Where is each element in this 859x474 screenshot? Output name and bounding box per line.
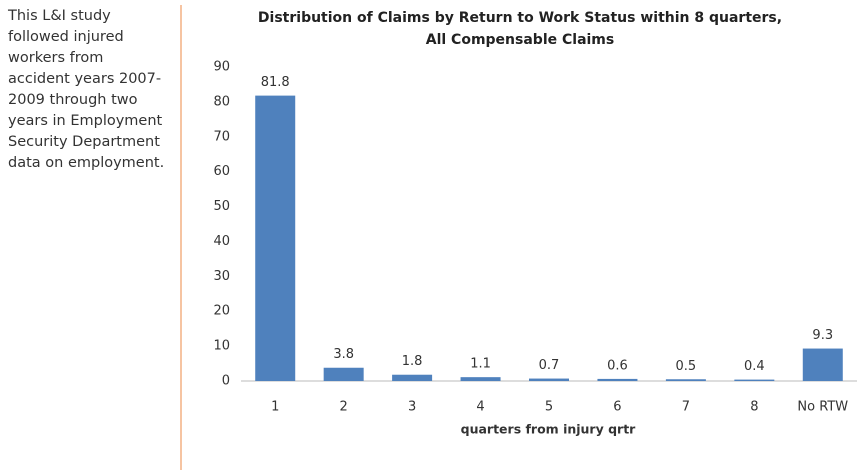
x-tick-label: 1 [271,400,279,415]
data-label: 9.3 [812,328,833,343]
note-line: Security Department [8,134,160,150]
bar [597,378,638,381]
note-line: This L&I study [7,8,111,24]
bar [802,348,843,381]
x-tick-label: 5 [545,400,553,415]
y-tick-label: 50 [213,199,230,214]
data-label: 0.7 [539,358,560,373]
y-tick-label: 80 [213,94,230,109]
x-tick-label: 8 [750,400,758,415]
y-tick-label: 40 [213,234,230,249]
y-tick-label: 60 [213,164,230,179]
x-tick-label: No RTW [797,400,848,415]
data-label: 0.6 [607,358,628,373]
x-axis-title: quarters from injury qrtr [461,422,637,437]
data-label: 81.8 [261,75,290,90]
bar [323,367,364,381]
y-tick-label: 30 [213,269,230,284]
bar [255,95,296,381]
x-tick-label: 4 [476,400,484,415]
bar [529,378,569,381]
note-line: data on employment. [8,155,164,171]
chart-title: Distribution of Claims by Return to Work… [258,10,782,26]
y-tick-label: 70 [213,129,230,144]
bar [665,379,706,381]
note-line: accident years 2007- [8,71,161,87]
note-line: 2009 through two [8,92,138,108]
x-tick-label: 7 [682,400,690,415]
note-line: workers from [8,50,103,66]
bar [734,379,775,381]
data-label: 1.8 [402,354,423,369]
data-label: 1.1 [470,357,491,372]
data-label: 3.8 [333,347,354,362]
data-label: 0.4 [744,359,765,374]
data-label: 0.5 [676,359,697,374]
bar [392,374,433,381]
y-tick-label: 90 [213,60,230,75]
x-tick-label: 2 [340,400,348,415]
chart-title: All Compensable Claims [426,32,614,48]
y-tick-label: 0 [222,374,230,389]
note-line: followed injured [8,29,124,45]
x-tick-label: 3 [408,400,416,415]
bar [460,377,501,381]
y-tick-label: 20 [213,304,230,319]
x-tick-label: 6 [613,400,621,415]
note-line: years in Employment [8,113,163,129]
y-tick-label: 10 [213,339,230,354]
